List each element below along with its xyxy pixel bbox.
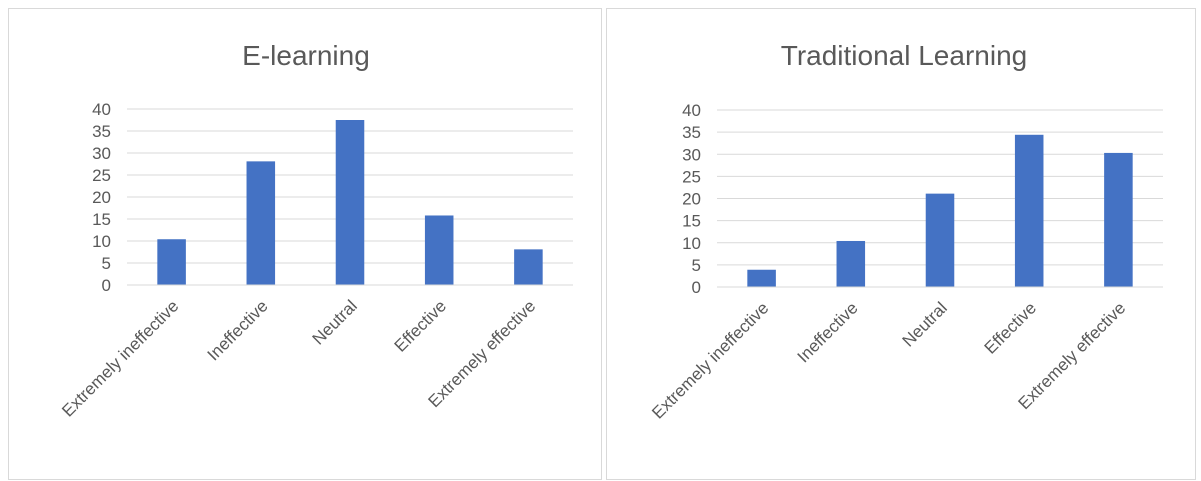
bar-extremely-ineffective	[747, 269, 776, 287]
x-tick-label-neutral: Neutral	[899, 298, 951, 350]
y-tick-label-5: 5	[692, 256, 701, 275]
y-tick-label-10: 10	[682, 234, 701, 253]
bar-effective	[1014, 134, 1044, 287]
x-tick-label-ineffective: Ineffective	[204, 296, 272, 364]
chart-panel-elearning: E-learning 0 5 10 15 20 25 30 35 40 Extremely inef…	[8, 8, 602, 480]
bar-ineffective	[246, 161, 276, 285]
bar-neutral	[335, 120, 365, 285]
y-tick-label-40: 40	[92, 100, 111, 119]
y-tick-label-30: 30	[682, 145, 701, 164]
y-tick-label-5: 5	[102, 254, 111, 273]
y-tick-label-35: 35	[682, 123, 701, 142]
x-tick-label-extremely-ineffective: Extremely ineffective	[648, 298, 772, 422]
bar-extremely-effective	[514, 249, 543, 285]
x-tick-label-effective: Effective	[981, 298, 1040, 357]
y-tick-label-15: 15	[682, 212, 701, 231]
y-tick-label-25: 25	[682, 167, 701, 186]
chart-panel-traditional-learning: Traditional Learning 0 5 10 15 20 25 30 35 40 Extr…	[606, 8, 1196, 480]
y-tick-label-35: 35	[92, 122, 111, 141]
y-tick-label-0: 0	[102, 276, 111, 295]
x-tick-label-extremely-ineffective: Extremely ineffective	[58, 296, 182, 420]
x-tick-label-ineffective: Ineffective	[794, 298, 862, 366]
bar-neutral	[925, 193, 955, 287]
chart-title: Traditional Learning	[781, 40, 1027, 71]
bar-effective	[424, 215, 454, 285]
y-tick-label-0: 0	[692, 278, 701, 297]
chart-elearning: E-learning 0 5 10 15 20 25 30 35 40 Extremely inef…	[58, 40, 573, 421]
chart-traditional-learning: Traditional Learning 0 5 10 15 20 25 30 35 40 Extr…	[648, 40, 1163, 423]
bar-extremely-ineffective	[157, 239, 186, 285]
y-tick-label-25: 25	[92, 166, 111, 185]
x-tick-label-neutral: Neutral	[309, 296, 361, 348]
chart-title: E-learning	[242, 40, 370, 71]
bar-ineffective	[836, 240, 866, 287]
y-tick-label-15: 15	[92, 210, 111, 229]
x-tick-label-effective: Effective	[391, 296, 450, 355]
y-tick-label-10: 10	[92, 232, 111, 251]
y-tick-label-20: 20	[92, 188, 111, 207]
y-tick-label-30: 30	[92, 144, 111, 163]
y-tick-label-40: 40	[682, 101, 701, 120]
y-tick-label-20: 20	[682, 190, 701, 209]
bar-extremely-effective	[1104, 152, 1133, 287]
